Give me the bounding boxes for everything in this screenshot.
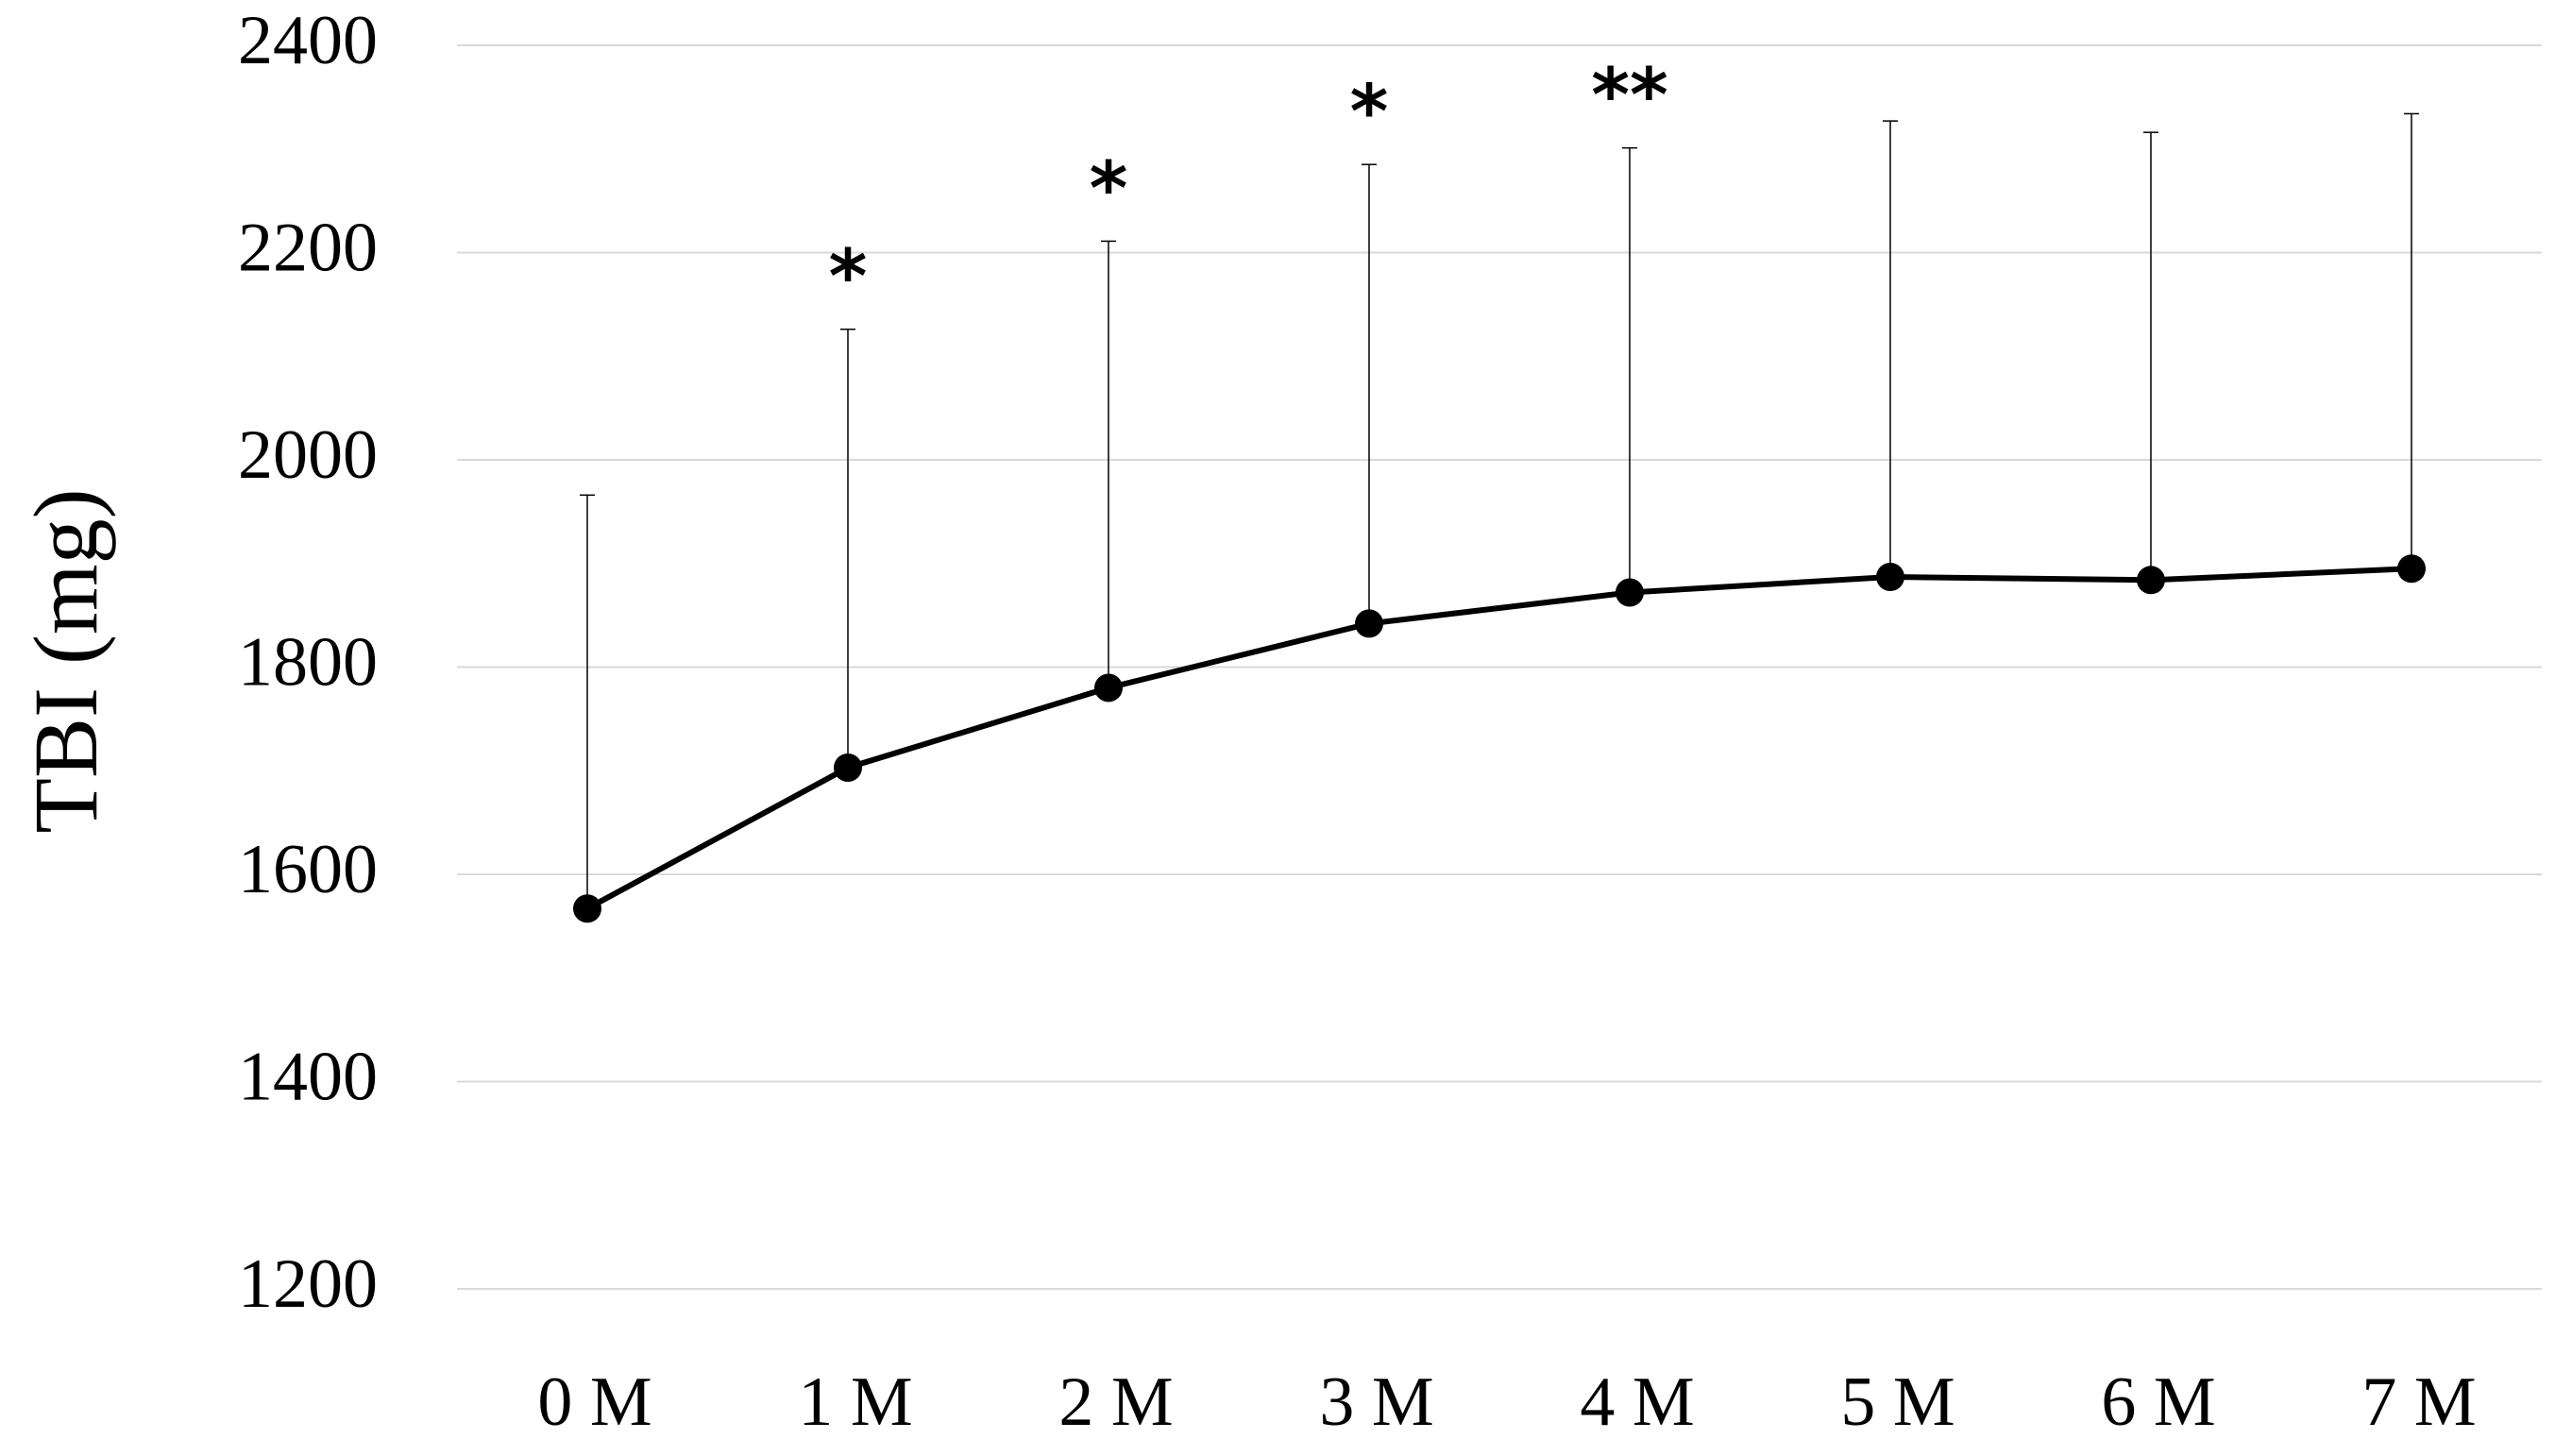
data-point: [1876, 563, 1904, 592]
data-point: [1355, 609, 1383, 638]
x-tick-label: 0 M: [537, 1363, 651, 1441]
error-bar: [2404, 112, 2419, 569]
significance-mark: *: [1090, 147, 1128, 232]
x-tick-label: 5 M: [1840, 1363, 1954, 1441]
error-bar: [1362, 163, 1377, 624]
x-tick-label: 1 M: [798, 1363, 912, 1441]
error-bar: [1883, 120, 1898, 578]
data-point: [573, 894, 601, 923]
x-tick-label: 7 M: [2361, 1363, 2476, 1441]
y-tick-label: 2200: [238, 209, 378, 286]
significance-mark: *: [1350, 71, 1389, 156]
error-bar: [840, 328, 855, 768]
y-tick-label: 1200: [238, 1245, 378, 1323]
error-bar: [2143, 131, 2158, 581]
error-bar: [1101, 240, 1116, 688]
y-tick-label: 1400: [238, 1038, 378, 1115]
y-axis-label: TBI (mg): [15, 488, 116, 833]
error-bar: [580, 494, 595, 909]
y-tick-label: 1600: [238, 831, 378, 908]
y-tick-label: 2000: [238, 416, 378, 494]
x-tick-label: 6 M: [2101, 1363, 2215, 1441]
x-tick-label: 2 M: [1058, 1363, 1173, 1441]
y-tick-label: 2400: [238, 2, 378, 79]
error-bar: [1622, 146, 1637, 593]
data-point: [1094, 673, 1123, 703]
data-point: [834, 753, 862, 782]
y-tick-label: 1800: [238, 623, 378, 701]
x-tick-label: 3 M: [1319, 1363, 1433, 1441]
significance-mark: *: [829, 235, 868, 320]
data-point: [2397, 554, 2426, 584]
data-point: [1616, 578, 1644, 607]
significance-mark: **: [1591, 54, 1668, 139]
data-point: [2137, 566, 2165, 595]
x-tick-label: 4 M: [1580, 1363, 1694, 1441]
data-line: [585, 566, 2412, 911]
